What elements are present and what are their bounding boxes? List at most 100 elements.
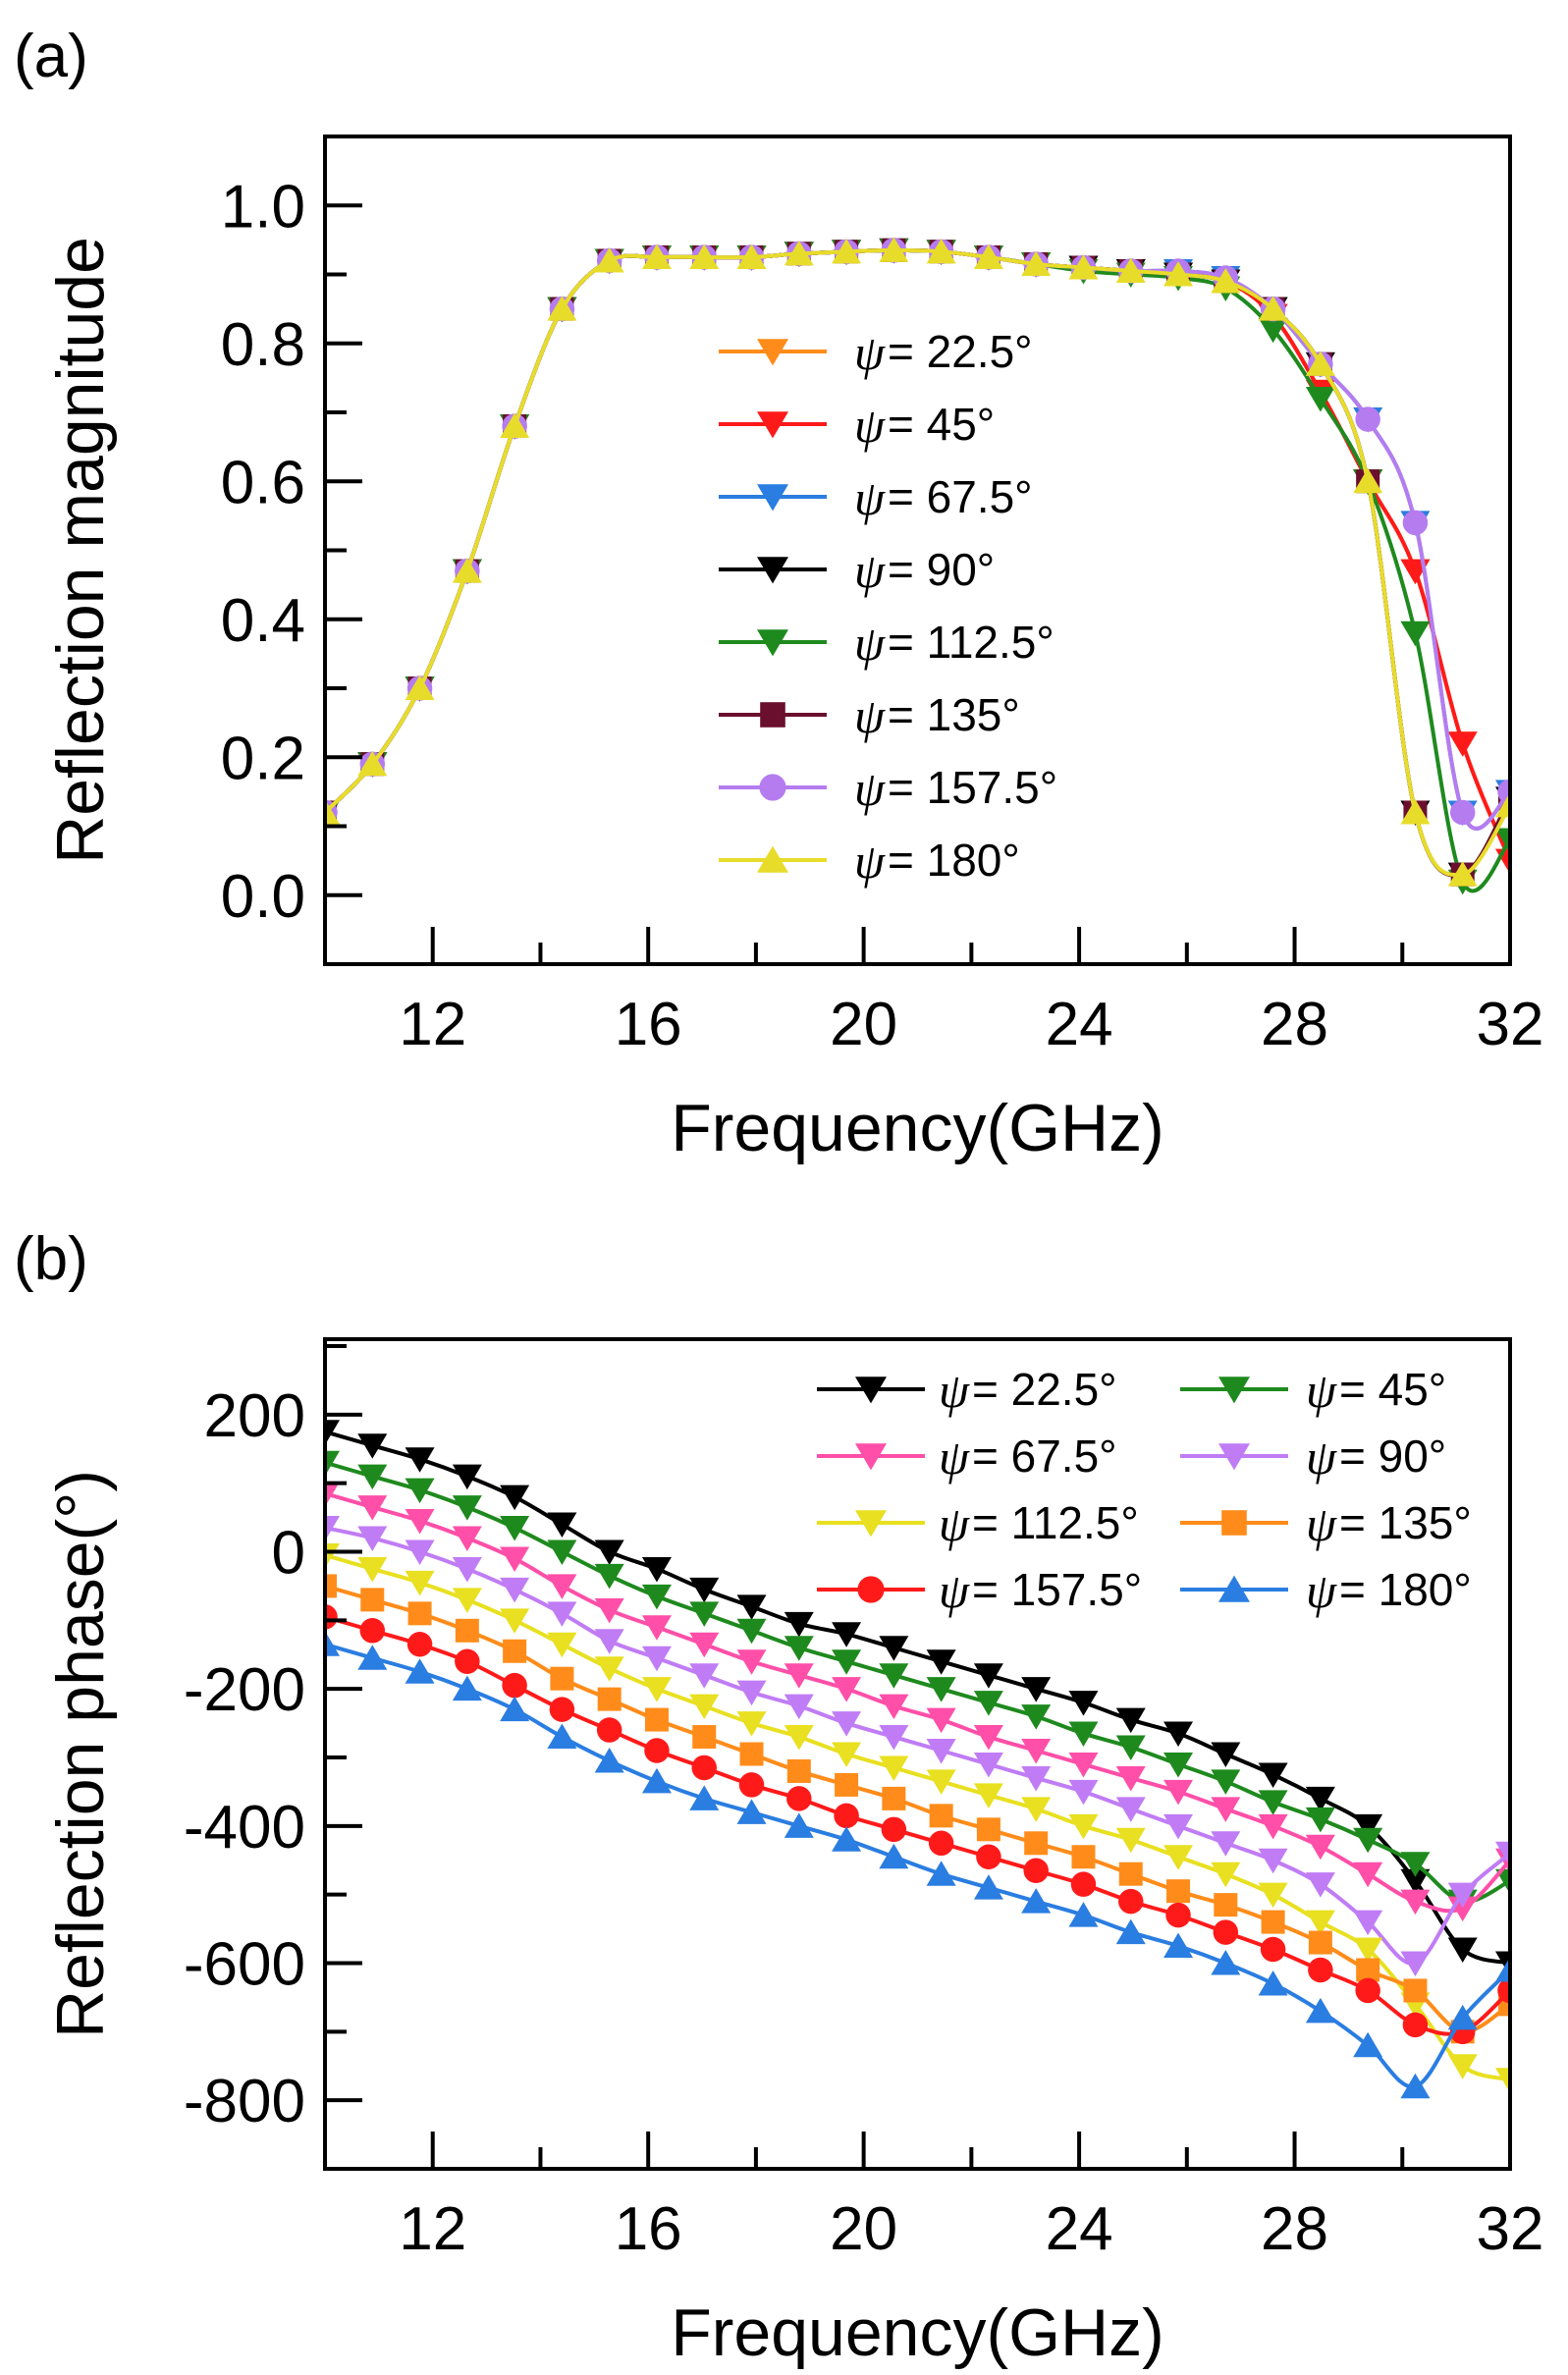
data-point [1449, 799, 1476, 826]
legend-marker [760, 702, 785, 728]
data-point [1353, 1910, 1383, 1936]
data-point [1402, 2012, 1429, 2038]
legend-item: ψ = 112.5° [719, 616, 1054, 671]
legend-psi: ψ [1306, 1563, 1337, 1618]
data-point [547, 296, 577, 321]
data-point [736, 1680, 767, 1706]
data-point [1403, 1978, 1428, 2003]
legend-marker [757, 629, 788, 657]
legend-label: = 90° [888, 544, 995, 595]
data-point [1115, 1707, 1146, 1734]
data-point [879, 1636, 909, 1661]
data-point [926, 1739, 956, 1764]
data-point [784, 1694, 814, 1720]
data-point [832, 1742, 862, 1767]
data-point [1258, 1848, 1288, 1874]
data-point [407, 1601, 432, 1626]
data-point [1258, 1882, 1288, 1909]
data-point [550, 1666, 574, 1691]
data-point [357, 1495, 388, 1521]
data-point [1400, 621, 1431, 647]
data-point [359, 1618, 386, 1644]
data-point [1213, 1919, 1239, 1945]
data-point [1068, 1752, 1099, 1778]
data-point [325, 1604, 338, 1630]
data-point [1115, 257, 1146, 283]
legend-psi: ψ [854, 688, 886, 743]
data-point [832, 1649, 862, 1675]
legend-item: ψ = 90° [1180, 1430, 1446, 1484]
data-point [1021, 1704, 1052, 1730]
data-point [1495, 791, 1510, 818]
series-2 [325, 1482, 1510, 1922]
data-point [1021, 1797, 1052, 1822]
y-axis-title: Reflection phase(°) [43, 1470, 118, 2038]
data-point [594, 246, 624, 273]
data-point [1258, 1970, 1288, 1996]
data-point [1308, 1957, 1333, 1983]
x-tick-label: 28 [1261, 991, 1328, 1058]
data-point [973, 1725, 1003, 1751]
data-point [1353, 1827, 1383, 1854]
data-point [1068, 253, 1099, 280]
data-point [1163, 1752, 1194, 1778]
data-point [1068, 1721, 1099, 1748]
data-point [784, 1725, 814, 1751]
data-point [1305, 1872, 1335, 1898]
x-axis-title: Frequency(GHz) [671, 1091, 1164, 1165]
legend-marker [855, 1510, 887, 1538]
data-point [500, 1696, 530, 1722]
legend-label: = 112.5° [888, 617, 1054, 668]
data-point [1211, 1797, 1241, 1822]
data-point [641, 1584, 672, 1610]
legend-item: ψ = 67.5° [719, 470, 1033, 525]
data-point [644, 1707, 669, 1732]
data-point [405, 1570, 435, 1596]
data-point [1353, 467, 1383, 494]
data-point [1400, 1951, 1431, 1976]
data-point [405, 1478, 435, 1504]
legend-marker [757, 411, 788, 439]
legend-marker [1221, 1510, 1247, 1536]
legend-label: = 112.5° [972, 1497, 1139, 1548]
data-point [644, 1738, 670, 1763]
data-point [1400, 1889, 1431, 1916]
data-point [1115, 1797, 1146, 1822]
legend-label: = 90° [1339, 1430, 1446, 1482]
legend-item: ψ = 67.5° [817, 1430, 1117, 1484]
data-point [1021, 1888, 1052, 1914]
data-point [1353, 1937, 1383, 1964]
y-tick-label: -600 [184, 1930, 305, 1998]
legend-psi: ψ [854, 761, 886, 816]
x-tick-label: 16 [615, 991, 682, 1058]
data-point [1115, 1827, 1146, 1854]
legend-psi: ψ [1306, 1430, 1337, 1484]
data-point [1258, 317, 1288, 344]
legend-label: = 45° [1339, 1364, 1446, 1415]
data-point [1495, 828, 1510, 854]
data-point [1166, 1879, 1191, 1904]
data-point [1447, 731, 1478, 757]
data-point [1353, 1813, 1383, 1840]
legend-psi: ψ [939, 1363, 970, 1418]
series-7 [325, 1631, 1510, 2099]
data-point [641, 1767, 672, 1794]
data-point [736, 1711, 767, 1737]
y-tick-label: 0.0 [221, 863, 305, 931]
data-point [1211, 1769, 1241, 1795]
data-point [641, 243, 672, 269]
data-point [547, 1539, 577, 1565]
data-point [1163, 1721, 1194, 1748]
data-point [1258, 1813, 1288, 1840]
data-point [691, 1754, 717, 1781]
data-point [926, 1649, 956, 1675]
data-point [1211, 1862, 1241, 1888]
data-point [357, 1433, 388, 1459]
x-tick-label: 24 [1046, 2195, 1113, 2263]
data-point [1260, 1936, 1286, 1963]
legend-label: = 22.5° [972, 1364, 1117, 1415]
legend-marker [855, 1443, 887, 1471]
data-point [973, 243, 1003, 269]
data-point [786, 1786, 812, 1811]
legend-item: ψ = 180° [1180, 1563, 1472, 1618]
